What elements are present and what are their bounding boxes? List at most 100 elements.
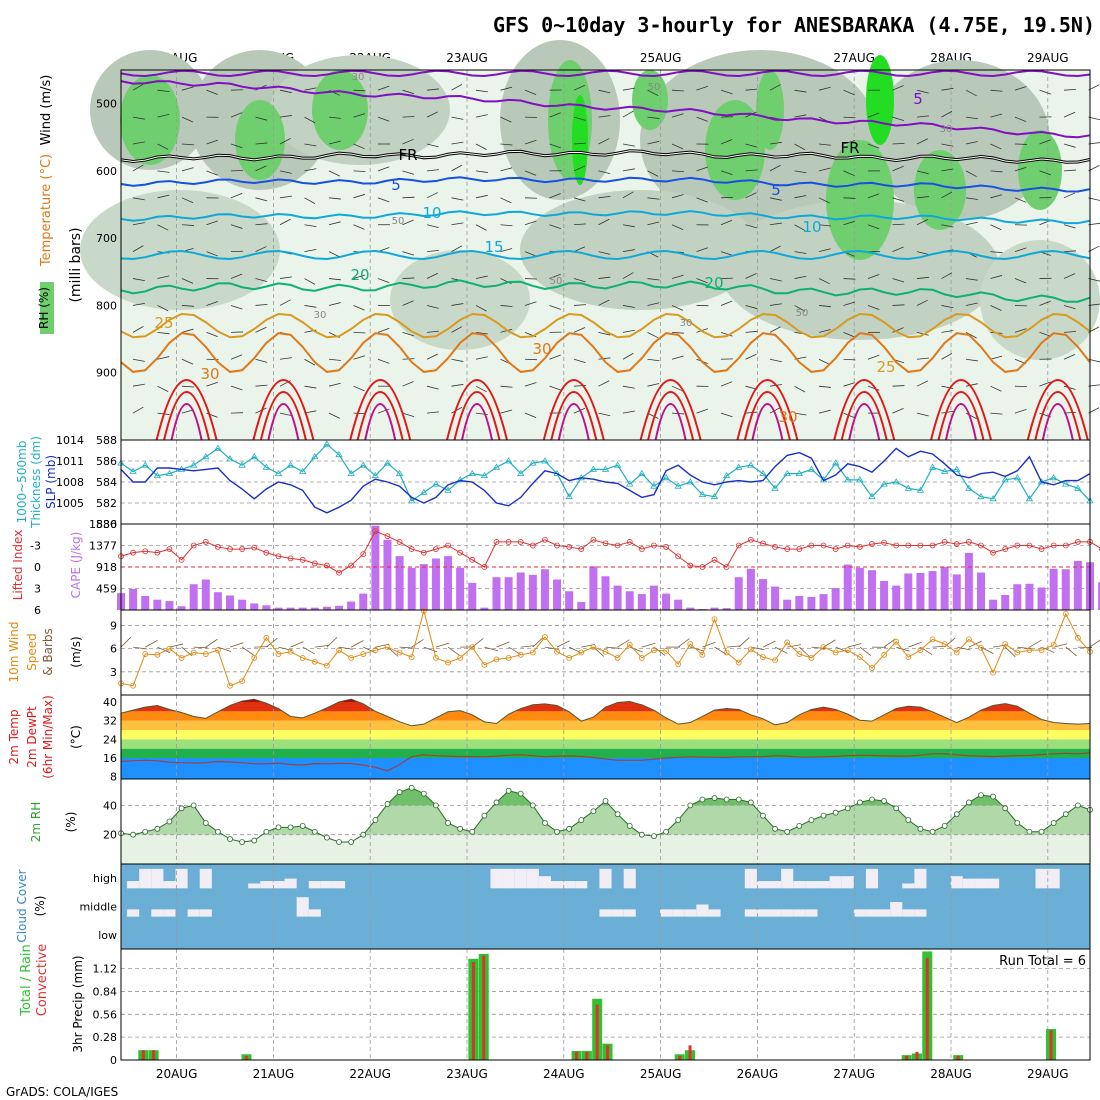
- wind-barb: [573, 327, 586, 333]
- wind-barb: [794, 143, 806, 151]
- lifted-index-marker: [505, 539, 512, 545]
- pressure-tick: 900: [96, 367, 117, 380]
- wind-unit-label: (m/s): [69, 636, 83, 667]
- wind-speed-marker: [663, 648, 669, 654]
- wind-barb: [206, 170, 218, 176]
- wind-speed-marker: [965, 636, 972, 643]
- wind-barb: [818, 385, 831, 388]
- wind-speed-marker: [542, 634, 548, 640]
- wind-barb: [738, 637, 750, 648]
- day-label-top: 29AUG: [1027, 51, 1069, 65]
- temp-band: [121, 720, 1090, 730]
- wind-barb: [965, 116, 978, 120]
- thickness-marker: [771, 484, 779, 491]
- temp-contour-15: [120, 250, 1091, 260]
- wind-barb: [745, 330, 758, 333]
- wind-barb: [500, 409, 513, 414]
- wind-barb: [157, 275, 170, 279]
- near-surface-contour: [1034, 391, 1082, 441]
- wind-barb: [941, 87, 954, 91]
- temp2m-panel: 8 16 24 32 40 2m Temp 2m DewPt (6hr Min/Max) (°C…: [7, 694, 1091, 784]
- wind-barb: [532, 637, 544, 648]
- wind-barb: [451, 245, 463, 252]
- day-label-bottom: 21AUG: [253, 1067, 295, 1081]
- cape-bar: [916, 572, 925, 610]
- precip-tick: 1.12: [93, 963, 118, 976]
- wind-barb: [181, 305, 194, 307]
- wind-barb: [377, 116, 390, 122]
- lifted-index-marker: [881, 539, 887, 546]
- lifted-index-marker: [324, 562, 330, 569]
- wind-speed-marker: [130, 682, 137, 689]
- rh-marker: [929, 828, 936, 835]
- wind-barb: [908, 641, 922, 648]
- wind-barb: [622, 87, 635, 91]
- wind-barb: [157, 331, 170, 335]
- precip-convective-bar: [925, 957, 929, 1060]
- wind-barb: [671, 224, 684, 230]
- wind-barb: [696, 247, 708, 253]
- rh-marker: [420, 790, 427, 797]
- cloud-bar: [878, 909, 891, 917]
- wind-barb: [1014, 197, 1027, 203]
- cape-bar: [310, 607, 319, 610]
- cloud-bar: [660, 909, 673, 917]
- rh-marker: [760, 812, 766, 819]
- wind-barb: [181, 167, 194, 172]
- rh-marker: [699, 796, 706, 803]
- cloud-bar: [526, 868, 539, 889]
- wind-barb: [818, 197, 830, 204]
- thickness-marker: [504, 457, 513, 464]
- rh-marker: [869, 796, 875, 803]
- wind-speed-marker: [590, 644, 597, 650]
- wind-barb: [304, 224, 317, 227]
- wind-speed-marker: [142, 651, 149, 657]
- day-label-top: 23AUG: [446, 51, 488, 65]
- lifted-index-marker: [1002, 546, 1009, 552]
- wind-barb: [769, 358, 782, 363]
- wind-barb: [1039, 170, 1051, 176]
- rh-marker: [275, 824, 282, 831]
- wind-speed-marker: [214, 647, 221, 654]
- rh-marker: [590, 808, 597, 815]
- lifted-index-marker: [638, 546, 645, 552]
- cloud-cover-panel: high middle low Cloud Cover (%): [15, 863, 1091, 950]
- thickness-marker: [141, 461, 149, 468]
- wind-barb: [916, 196, 929, 199]
- cape-bar: [795, 595, 804, 610]
- wind-barb: [622, 305, 635, 308]
- temp-tick: 16: [103, 752, 117, 765]
- temp-tick: 8: [110, 771, 117, 784]
- wind-barb: [843, 301, 856, 306]
- wind-speed-marker: [505, 655, 512, 661]
- lifted-index-marker: [190, 542, 197, 549]
- wind-speed-marker: [711, 616, 718, 623]
- lifted-index-marker: [735, 542, 742, 549]
- thickness-marker: [844, 476, 852, 483]
- cape-bar: [298, 607, 307, 610]
- rh2m-axis-label: 2m RH: [29, 802, 43, 843]
- wind-barb: [475, 194, 488, 199]
- cape-bar: [456, 567, 465, 610]
- wind-barb: [956, 646, 971, 651]
- wind-barb: [500, 305, 513, 307]
- wind-barb: [304, 385, 317, 389]
- wind-barb: [573, 223, 586, 226]
- cloud-bar: [1047, 868, 1060, 889]
- wind-barb: [206, 139, 218, 145]
- thickness-marker: [517, 469, 525, 476]
- wind-barb: [475, 170, 488, 173]
- wind-barb: [794, 251, 807, 254]
- wind-barb: [843, 331, 855, 338]
- wind-barb: [696, 85, 708, 91]
- rh-marker: [360, 831, 367, 838]
- wind-speed-marker: [747, 646, 754, 653]
- cloud-bar: [611, 909, 624, 917]
- wind-barb: [157, 170, 170, 173]
- cloud-bar: [974, 878, 988, 889]
- wind-barb: [916, 276, 929, 279]
- precip-axis-label: 3hr Precip (mm): [71, 955, 85, 1052]
- cloud-bar: [320, 881, 333, 889]
- wind-barb: [1014, 86, 1027, 91]
- wind-barb: [1017, 646, 1032, 650]
